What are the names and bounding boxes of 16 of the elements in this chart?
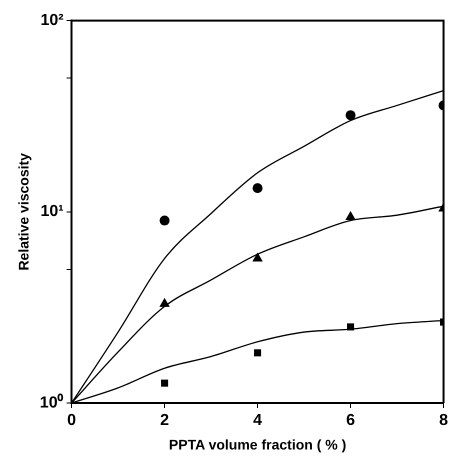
point xyxy=(252,183,263,194)
point xyxy=(160,216,170,226)
x-tick-label: 0 xyxy=(67,412,76,430)
x-tick-label: 4 xyxy=(253,412,262,430)
x-tick-label: 8 xyxy=(439,412,448,430)
y-tick-label: 10⁰ xyxy=(40,393,64,412)
point xyxy=(346,110,356,120)
y-tick-label: 10¹ xyxy=(40,203,64,220)
x-tick-label: 2 xyxy=(160,412,170,430)
x-axis-title: PPTA volume fraction ( % ) xyxy=(168,436,346,452)
y-axis-title: Relative viscosity xyxy=(15,152,32,271)
point xyxy=(161,380,168,387)
point xyxy=(347,323,354,330)
x-tick-label: 6 xyxy=(346,412,356,430)
y-tick-label: 10² xyxy=(40,12,64,30)
point xyxy=(254,349,262,356)
